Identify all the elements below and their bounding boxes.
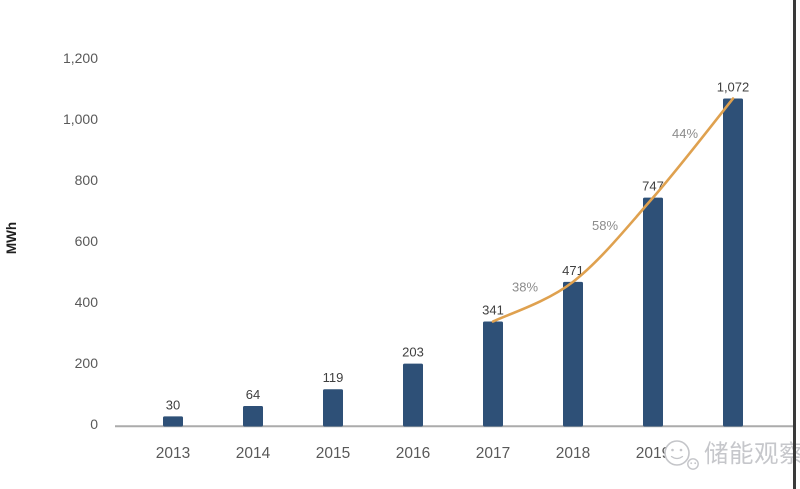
bar-value-label: 203 [402, 345, 424, 360]
x-tick-label: 2019 [636, 445, 670, 462]
watermark-logo-smile [670, 455, 684, 460]
watermark-logo-eye [690, 462, 693, 465]
y-tick-label: 400 [75, 294, 99, 310]
bar-value-label: 64 [246, 387, 260, 402]
growth-pct-label: 44% [672, 126, 698, 141]
bar-value-label: 747 [642, 179, 664, 194]
growth-pct-label: 38% [512, 280, 538, 295]
y-tick-label: 1,000 [63, 111, 98, 127]
bar-value-label: 471 [562, 263, 584, 278]
watermark-logo-eye [694, 462, 697, 465]
x-tick-label: 2017 [476, 445, 510, 462]
x-tick-label: 2016 [396, 445, 430, 462]
watermark-text: 储能观察 [704, 440, 800, 468]
growth-line-series [491, 97, 735, 323]
y-axis: 0 200 400 600 800 1,000 1,200 [63, 50, 98, 432]
x-tick-label: 2014 [236, 445, 271, 462]
watermark-logo-eye [679, 448, 683, 452]
bar [403, 363, 423, 427]
bar-series [163, 98, 743, 427]
bar [723, 98, 743, 427]
bar-value-label: 30 [166, 397, 180, 412]
bar [243, 405, 263, 427]
bar-value-label: 1,072 [717, 80, 750, 95]
bar [323, 389, 343, 427]
x-tick-label: 2018 [556, 445, 590, 462]
bar-value-label: 119 [323, 370, 344, 385]
y-axis-unit-label: MWh [4, 222, 19, 254]
x-tick-label: 2013 [156, 445, 190, 462]
bar [483, 321, 503, 427]
y-tick-label: 1,200 [63, 50, 98, 66]
y-axis-unit: MWh [4, 222, 19, 254]
screenshot-right-border [793, 0, 796, 489]
bar [643, 197, 663, 427]
watermark-logo-small-bubble [687, 458, 699, 470]
watermark-logo-big-bubble [664, 440, 690, 466]
growth-pct-label: 58% [592, 218, 618, 233]
growth-line [491, 97, 735, 323]
y-tick-label: 600 [75, 233, 99, 249]
y-tick-label: 200 [75, 355, 99, 371]
x-tick-label: 2015 [316, 445, 350, 462]
growth-pct-labels: 38% 58% 44% [512, 126, 698, 295]
watermark-text-backdrop [701, 437, 794, 471]
watermark: 储能观察 [664, 437, 800, 471]
bar [163, 416, 183, 427]
y-tick-label: 800 [75, 172, 99, 188]
bar [563, 281, 583, 427]
watermark-logo-eye [671, 448, 674, 452]
bar-value-label: 341 [482, 302, 504, 317]
y-tick-label: 0 [90, 416, 98, 432]
x-axis-labels: 20132014201520162017201820192020 [156, 445, 751, 462]
